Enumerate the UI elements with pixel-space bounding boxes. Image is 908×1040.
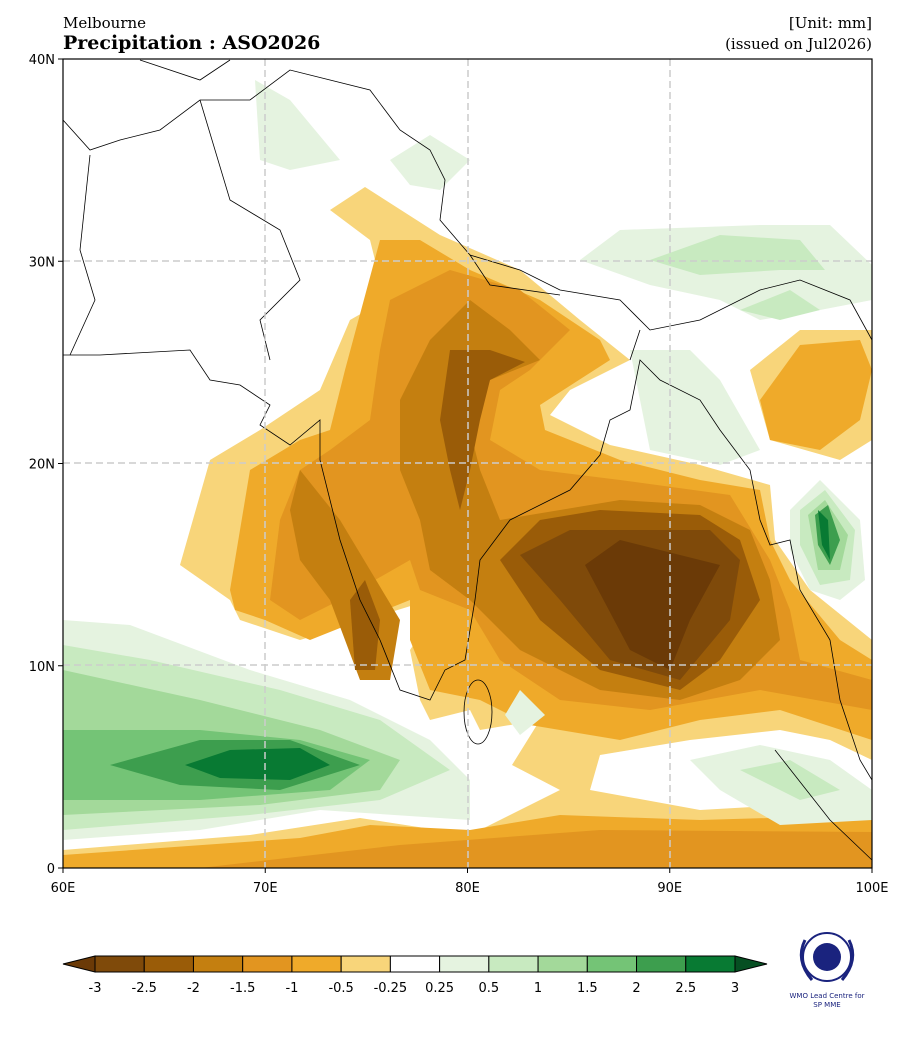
colorbar-label: 0.25 [425, 981, 454, 996]
colorbar: -3 -2.5 -2 -1.5 -1 -0.5 -0.25 0.25 0.5 1 1.5 2 2.5 3 [62, 955, 768, 996]
colorbar-label: 3 [731, 981, 739, 996]
unit-label: [Unit: mm] [789, 14, 872, 32]
colorbar-label: 1 [534, 981, 542, 996]
colorbar-label: -2 [187, 981, 200, 996]
center-name: Melbourne [63, 14, 146, 32]
logo-text: WMO Lead Centre for [790, 992, 865, 1000]
wmo-logo: WMO Lead Centre for SP MME [790, 932, 865, 1009]
colorbar-box [242, 955, 293, 973]
issued-label: (issued on Jul2026) [725, 35, 872, 53]
colorbar-box [192, 955, 244, 973]
colorbar-box [439, 955, 490, 973]
colorbar-box [340, 955, 391, 973]
logo-text: SP MME [813, 1001, 840, 1009]
colorbar-label: -0.25 [374, 981, 408, 996]
colorbar-box [685, 955, 736, 973]
y-tick-label: 30N [29, 255, 55, 270]
colorbar-box [488, 955, 539, 973]
y-tick-label: 10N [29, 660, 55, 675]
colorbar-label: -1.5 [230, 981, 255, 996]
colorbar-label: -1 [285, 981, 298, 996]
colorbar-box [291, 955, 342, 973]
colorbar-box [636, 955, 687, 973]
colorbar-label: 1.5 [577, 981, 598, 996]
colorbar-label: 0.5 [479, 981, 500, 996]
x-tick-label: 80E [455, 881, 480, 896]
y-tick-label: 0 [47, 862, 55, 877]
colorbar-low [62, 955, 96, 973]
colorbar-box [586, 955, 638, 973]
colorbar-box [389, 955, 441, 973]
map-title: Precipitation : ASO2026 [63, 32, 320, 54]
x-tick-label: 70E [253, 881, 278, 896]
map-field [63, 59, 872, 868]
y-tick-label: 20N [29, 458, 55, 473]
colorbar-high [734, 955, 768, 973]
colorbar-label: -3 [89, 981, 102, 996]
y-tick-label: 40N [29, 53, 55, 68]
colorbar-box [143, 955, 194, 973]
colorbar-label: -0.5 [328, 981, 353, 996]
colorbar-label: 2 [632, 981, 640, 996]
x-tick-label: 60E [51, 881, 76, 896]
x-tick-label: 100E [855, 881, 888, 896]
colorbar-label: 2.5 [675, 981, 696, 996]
x-tick-label: 90E [657, 881, 682, 896]
colorbar-label: -2.5 [132, 981, 157, 996]
colorbar-box [537, 955, 588, 973]
colorbar-box [94, 955, 145, 973]
axes: 60E 70E 80E 90E 100E 0 10N 20N 30N 40N [29, 53, 889, 896]
